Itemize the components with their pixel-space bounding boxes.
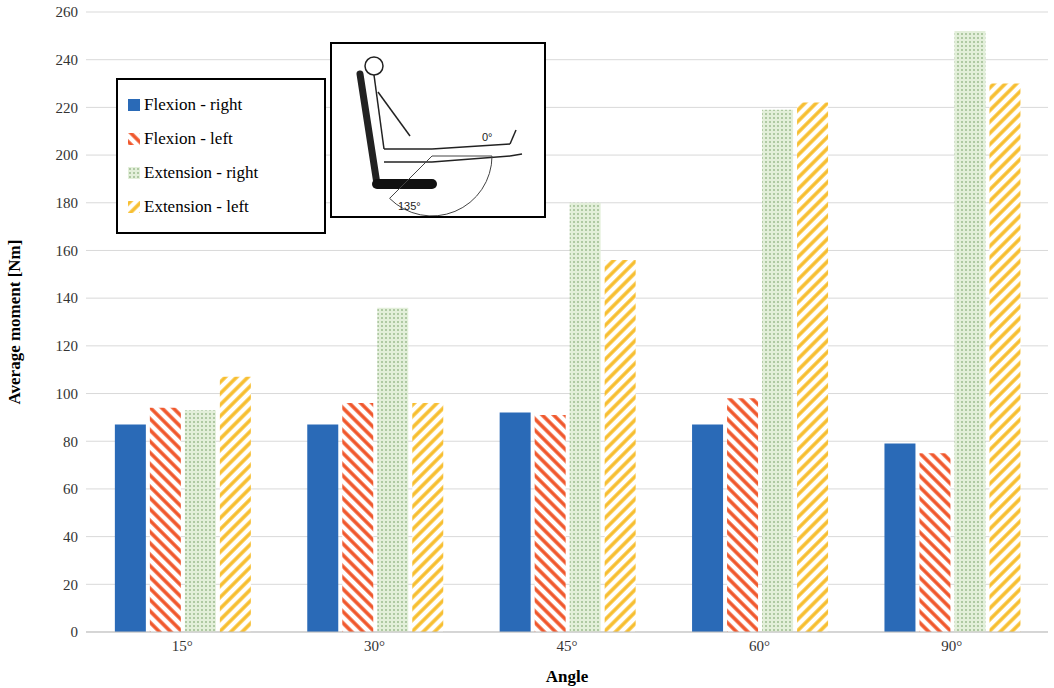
svg-text:60: 60: [63, 481, 78, 497]
svg-text:20: 20: [63, 577, 78, 593]
svg-text:45°: 45°: [557, 638, 578, 654]
svg-text:135°: 135°: [398, 200, 421, 212]
svg-text:220: 220: [56, 100, 79, 116]
svg-text:260: 260: [56, 4, 79, 20]
svg-text:200: 200: [56, 147, 79, 163]
svg-text:240: 240: [56, 52, 79, 68]
svg-text:160: 160: [56, 243, 79, 259]
svg-text:180: 180: [56, 195, 79, 211]
svg-text:90°: 90°: [941, 638, 962, 654]
svg-text:30°: 30°: [364, 638, 385, 654]
html-text:Flexion - left: Flexion - left: [144, 129, 233, 148]
html-text:Extension - left: Extension - left: [144, 197, 249, 216]
svg-text:100: 100: [56, 386, 79, 402]
html-text:Flexion - right: Flexion - right: [144, 95, 243, 114]
svg-text:80: 80: [63, 434, 78, 450]
html-text:Extension - right: Extension - right: [144, 163, 259, 182]
svg-text:60°: 60°: [749, 638, 770, 654]
svg-text:140: 140: [56, 290, 79, 306]
svg-text:0: 0: [71, 624, 79, 640]
svg-text:120: 120: [56, 338, 79, 354]
svg-text:15°: 15°: [172, 638, 193, 654]
svg-text:0°: 0°: [482, 131, 493, 143]
svg-text:Average moment [Nm]: Average moment [Nm]: [5, 240, 24, 405]
svg-text:Angle: Angle: [546, 667, 589, 686]
svg-text:40: 40: [63, 529, 78, 545]
